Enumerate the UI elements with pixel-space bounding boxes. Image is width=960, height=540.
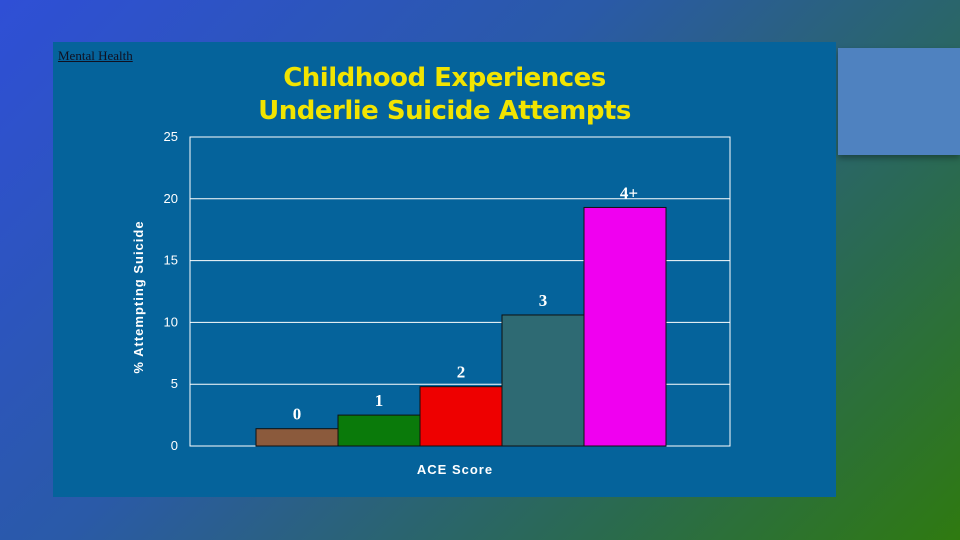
bar-2	[419, 386, 503, 447]
title-line-1: Childhood Experiences	[283, 63, 606, 93]
bar-label-2: 2	[457, 363, 466, 382]
bar-1	[337, 414, 421, 447]
y-tick-label: 20	[164, 191, 178, 206]
bar-label-3: 3	[539, 291, 548, 310]
chart-title: Childhood Experiences Underlie Suicide A…	[53, 62, 836, 128]
bar-chart: 0 5 10 15 20 25 0 1 2 3 4+ ACE Score % Attempting Su…	[131, 129, 731, 477]
y-tick-label: 0	[171, 438, 178, 453]
mental-health-tag: Mental Health	[58, 48, 133, 63]
bar-label-1: 1	[375, 391, 384, 410]
bar-label-4: 4+	[620, 183, 638, 202]
y-tick-label: 15	[164, 253, 178, 268]
bar-0	[255, 428, 339, 447]
title-line-2: Underlie Suicide Attempts	[258, 96, 631, 126]
y-tick-label: 5	[171, 376, 178, 391]
bar-3	[501, 314, 585, 447]
y-axis-label: % Attempting Suicide	[131, 220, 146, 373]
y-tick-label: 25	[164, 129, 178, 144]
decorative-box	[838, 48, 960, 155]
slide-panel: Mental Health Childhood Experiences Unde…	[53, 42, 836, 497]
bar-label-0: 0	[293, 405, 302, 424]
y-tick-label: 10	[164, 314, 178, 329]
x-axis-label: ACE Score	[417, 462, 493, 477]
bar-4	[583, 206, 667, 447]
